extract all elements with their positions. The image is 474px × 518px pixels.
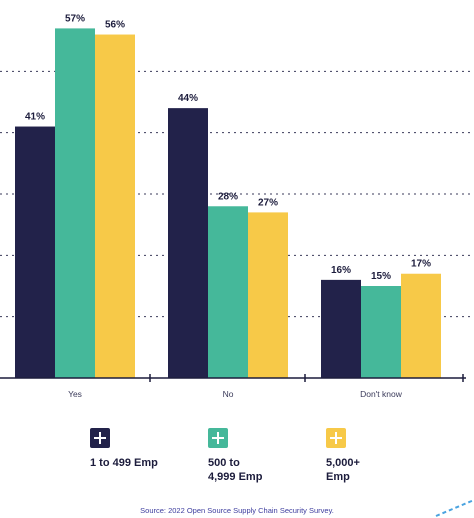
data-label: 27%: [258, 197, 278, 208]
tick-label: Don't know: [360, 389, 403, 399]
data-label: 16%: [331, 265, 351, 276]
data-label: 41%: [25, 112, 45, 123]
legend-label: 1 to 499 Emp: [90, 457, 158, 469]
bar: [321, 279, 361, 378]
data-label: 28%: [218, 191, 238, 202]
bar: [15, 126, 55, 379]
decorative-dash-line: [435, 499, 474, 517]
tick-label: Yes: [68, 389, 82, 399]
bar: [361, 286, 401, 378]
data-label: 15%: [371, 271, 391, 282]
x-axis: Yes No Don't know: [0, 374, 466, 399]
data-label: 17%: [411, 259, 431, 270]
bar: [208, 206, 248, 378]
legend: 1 to 499 Emp 500 to 4,999 Emp 5,000+ Emp: [0, 428, 474, 498]
data-label: 57%: [65, 13, 85, 24]
bar: [401, 273, 441, 378]
legend-label: 500 to 4,999 Emp: [208, 457, 263, 483]
bar: [248, 212, 288, 378]
bar: [168, 108, 208, 378]
bar: [55, 28, 95, 379]
plus-icon: [208, 428, 228, 448]
legend-item-1-to-499: 1 to 499 Emp: [90, 428, 158, 470]
data-label: 56%: [105, 20, 125, 31]
data-label: 44%: [178, 93, 198, 104]
bars: 41% 57% 56% 44% 28% 27% 16% 15% 17%: [15, 13, 441, 379]
bar-chart: 41% 57% 56% 44% 28% 27% 16% 15% 17% Yes No Don't k…: [0, 13, 474, 399]
legend-item-500-to-4999: 500 to 4,999 Emp: [208, 428, 262, 484]
plus-icon: [326, 428, 346, 448]
plus-icon: [90, 428, 110, 448]
legend-item-5000-plus: 5,000+ Emp: [326, 428, 360, 484]
legend-label: 5,000+ Emp: [326, 457, 360, 483]
bar: [95, 34, 135, 379]
tick-label: No: [223, 389, 234, 399]
source-note: Source: 2022 Open Source Supply Chain Se…: [140, 506, 334, 515]
